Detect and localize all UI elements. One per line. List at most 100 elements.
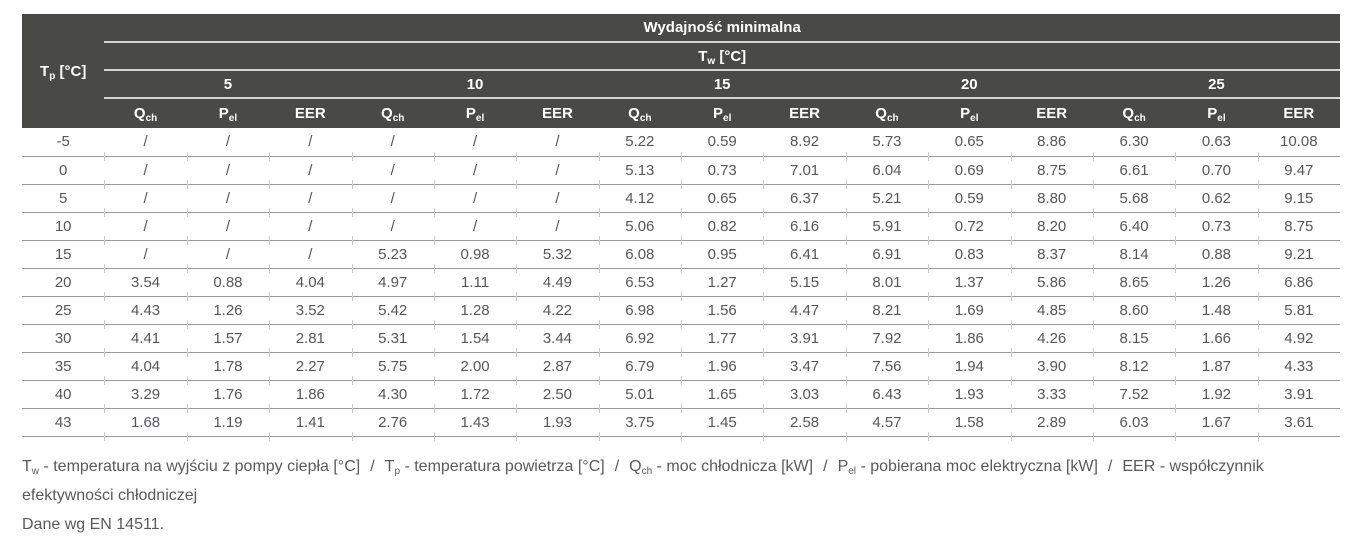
page: Tp [°C] Wydajność minimalna Tw [°C] 5 10 1…: [22, 14, 1340, 533]
row-label: -5: [22, 128, 106, 161]
table-cell: 1.48: [1175, 296, 1260, 328]
table-cell: 1.26: [1175, 268, 1260, 300]
table-cell: 3.61: [1257, 408, 1340, 437]
table-cell: 8.80: [1010, 184, 1095, 216]
table-cell: 5.31: [351, 324, 436, 356]
table-cell: /: [516, 128, 601, 161]
metric-header-qch: Qch: [598, 98, 681, 128]
legend-line2: Dane wg EN 14511.: [22, 516, 165, 533]
table-cell: 0.88: [186, 268, 271, 300]
table-cell: 1.77: [681, 324, 765, 356]
table-cell: 8.15: [1092, 324, 1177, 356]
table-cell: /: [351, 128, 436, 161]
table-cell: 6.86: [1257, 268, 1340, 297]
table-cell: /: [186, 240, 271, 272]
table-cell: 0.72: [928, 212, 1012, 244]
table-cell: 3.44: [516, 324, 601, 356]
table-cell: 1.54: [433, 324, 518, 356]
table-cell: 1.28: [433, 296, 518, 328]
table-cell: /: [351, 156, 436, 188]
table-cell: /: [269, 156, 353, 188]
table-cell: 1.78: [186, 352, 271, 384]
table-row: 5// / / //4.12 0.65 6.37 5.21 0.59 8.80 5.68 0.62 9…: [22, 184, 1340, 216]
table-cell: /: [104, 128, 189, 161]
tp-label: Tp [°C]: [40, 62, 87, 82]
table-cell: 9.21: [1257, 240, 1340, 269]
tw-header-row: Tw [°C]: [22, 42, 1340, 71]
table-row: 30 4.41 1.57 2.81 5.31 1.54 3.44 6.92 1.77 3.91 7.…: [22, 324, 1340, 356]
table-cell: 4.43: [104, 296, 189, 328]
table-cell: 8.65: [1092, 268, 1177, 300]
table-cell: /: [269, 212, 353, 244]
table-cell: 2.50: [516, 380, 601, 412]
metric-header-pel: Pel: [681, 98, 764, 128]
row-label: 0: [22, 156, 106, 188]
table-cell: 3.52: [269, 296, 353, 328]
table-cell: 2.27: [269, 352, 353, 384]
table-cell: 1.66: [1175, 324, 1260, 356]
table-cell: 5.13: [598, 156, 683, 188]
performance-table: Tp [°C] Wydajność minimalna Tw [°C] 5 10 1…: [22, 14, 1340, 440]
legend-separator: /: [823, 458, 828, 475]
table-cell: 0.59: [928, 184, 1012, 216]
table-cell: /: [351, 212, 436, 244]
table-cell: 3.91: [763, 324, 848, 356]
table-cell: 1.45: [681, 408, 765, 440]
table-cell: 6.98: [598, 296, 683, 328]
metric-header-pel: Pel: [186, 98, 270, 128]
table-cell: 1.86: [928, 324, 1012, 356]
table-cell: 0.82: [681, 212, 765, 244]
table-cell: 1.41: [269, 408, 353, 440]
table-cell: /: [104, 240, 189, 272]
table-row: 35 4.04 1.78 2.27 5.75 2.00 2.87 6.79 1.96 3.47 7.…: [22, 352, 1340, 384]
legend-separator: /: [1107, 458, 1113, 475]
table-cell: 6.04: [845, 156, 930, 188]
table-row: -5// / / //5.22 0.59 8.92 5.73 0.65 8.86 6.30 0.63…: [22, 128, 1340, 161]
table-cell: 5.68: [1092, 184, 1177, 216]
table-cell: 4.22: [516, 296, 601, 328]
title-row: Tp [°C] Wydajność minimalna: [22, 14, 1340, 128]
table-cell: 4.04: [269, 268, 353, 300]
legend-item-eer: EER - współczynnik efektywności chłodnic…: [22, 458, 1264, 504]
legend-item-qch: Qch - moc chłodnicza [kW]: [629, 458, 814, 477]
table-cell: 1.69: [928, 296, 1012, 328]
table-cell: 7.52: [1092, 380, 1177, 412]
table-cell: /: [269, 128, 353, 161]
table-row: 43 1.68 1.19 1.41 2.76 1.43 1.93 3.75 1.45 2.58 4.…: [22, 408, 1340, 440]
table-cell: 2.76: [351, 408, 436, 440]
table-cell: 9.15: [1257, 184, 1340, 213]
table-cell: 6.61: [1092, 156, 1177, 188]
table-cell: 7.01: [763, 156, 848, 188]
table-cell: 1.87: [1175, 352, 1260, 384]
table-cell: 4.97: [351, 268, 436, 300]
table-cell: 8.92: [763, 128, 848, 161]
table-cell: 8.01: [845, 268, 930, 300]
table-cell: /: [104, 212, 189, 244]
metric-header-eer: EER: [269, 98, 352, 128]
table-cell: 2.58: [763, 408, 848, 440]
table-cell: 3.91: [1257, 380, 1340, 409]
metric-header-eer: EER: [1010, 98, 1093, 128]
table-cell: /: [104, 156, 189, 188]
table-cell: 2.87: [516, 352, 601, 384]
col-header-tw: Tw [°C]: [104, 42, 1340, 71]
table-cell: 1.86: [269, 380, 353, 412]
table-cell: 5.21: [845, 184, 930, 216]
table-cell: 6.79: [598, 352, 683, 384]
table-cell: 8.75: [1257, 212, 1340, 241]
table-cell: 6.03: [1092, 408, 1177, 440]
legend-item-pel: Pel - pobierana moc elektryczna [kW]: [837, 458, 1098, 477]
table-cell: 1.11: [433, 268, 518, 300]
table-header: Tp [°C] Wydajność minimalna Tw [°C] 5 10 1…: [22, 14, 1340, 128]
table-cell: 5.81: [1257, 296, 1340, 325]
table-cell: 8.75: [1010, 156, 1095, 188]
table-cell: 8.14: [1092, 240, 1177, 272]
table-cell: 0.63: [1175, 128, 1260, 161]
table-cell: 4.12: [598, 184, 683, 216]
table-cell: 0.69: [928, 156, 1012, 188]
table-cell: 4.57: [845, 408, 930, 440]
tw-group-5: 5: [104, 70, 352, 99]
row-header-tp: Tp [°C]: [22, 14, 105, 128]
legend-separator: /: [370, 458, 375, 475]
table-cell: 0.73: [681, 156, 765, 188]
